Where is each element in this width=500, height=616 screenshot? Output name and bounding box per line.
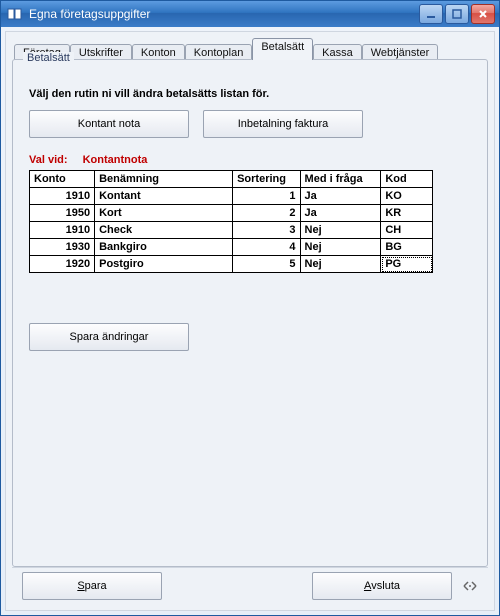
- kontant-nota-button[interactable]: Kontant nota: [29, 110, 189, 138]
- table-cell[interactable]: 3: [233, 222, 300, 239]
- close-button[interactable]: [471, 4, 495, 24]
- table-cell[interactable]: KR: [381, 205, 433, 222]
- table-cell[interactable]: Nej: [300, 222, 381, 239]
- table-row[interactable]: 1950Kort2JaKR: [30, 205, 433, 222]
- tab-strip: FöretagUtskrifterKontonKontoplanBetalsät…: [12, 38, 488, 60]
- routine-buttons: Kontant nota Inbetalning faktura: [29, 110, 471, 138]
- val-vid-row: Val vid: Kontantnota: [29, 154, 471, 166]
- bottom-bar: Spara Avsluta: [12, 567, 488, 604]
- table-row[interactable]: 1910Check3NejCH: [30, 222, 433, 239]
- app-icon: [7, 6, 23, 22]
- table-cell[interactable]: Check: [95, 222, 233, 239]
- save-changes-row: Spara ändringar: [29, 323, 471, 351]
- table-row[interactable]: 1930Bankgiro4NejBG: [30, 239, 433, 256]
- table-row[interactable]: 1920Postgiro5NejPG: [30, 256, 433, 273]
- table-cell[interactable]: 1910: [30, 188, 95, 205]
- table-cell[interactable]: Postgiro: [95, 256, 233, 273]
- table-body: 1910Kontant1JaKO1950Kort2JaKR1910Check3N…: [30, 188, 433, 273]
- val-vid-label: Val vid:: [29, 154, 68, 166]
- titlebar: Egna företagsuppgifter: [1, 1, 499, 27]
- table-header-cell[interactable]: Sortering: [233, 171, 300, 188]
- instruction-text: Välj den rutin ni vill ändra betalsätts …: [29, 88, 471, 100]
- table-cell[interactable]: KO: [381, 188, 433, 205]
- table-cell[interactable]: 2: [233, 205, 300, 222]
- table-cell[interactable]: Bankgiro: [95, 239, 233, 256]
- group-legend: Betalsätt: [23, 52, 74, 64]
- resize-grip[interactable]: [462, 578, 478, 594]
- table-header-cell[interactable]: Benämning: [95, 171, 233, 188]
- minimize-button[interactable]: [419, 4, 443, 24]
- groupbox-betalsatt: Betalsätt Välj den rutin ni vill ändra b…: [12, 59, 488, 567]
- save-button-rest: para: [85, 580, 107, 592]
- table-cell[interactable]: 4: [233, 239, 300, 256]
- window-buttons: [419, 4, 495, 24]
- table-cell[interactable]: 5: [233, 256, 300, 273]
- maximize-button[interactable]: [445, 4, 469, 24]
- table-cell[interactable]: 1910: [30, 222, 95, 239]
- table-cell[interactable]: 1920: [30, 256, 95, 273]
- table-header-row: KontoBenämningSorteringMed i frågaKod: [30, 171, 433, 188]
- table-cell[interactable]: PG: [381, 256, 433, 273]
- client-area: FöretagUtskrifterKontonKontoplanBetalsät…: [5, 31, 495, 611]
- window: Egna företagsuppgifter FöretagUtskrifter…: [0, 0, 500, 616]
- table-header-cell[interactable]: Konto: [30, 171, 95, 188]
- table-cell[interactable]: Ja: [300, 205, 381, 222]
- window-title: Egna företagsuppgifter: [29, 7, 419, 21]
- close-button-bottom[interactable]: Avsluta: [312, 572, 452, 600]
- table-cell[interactable]: Kort: [95, 205, 233, 222]
- table-cell[interactable]: CH: [381, 222, 433, 239]
- table-header-cell[interactable]: Med i fråga: [300, 171, 381, 188]
- table-cell[interactable]: 1950: [30, 205, 95, 222]
- table-row[interactable]: 1910Kontant1JaKO: [30, 188, 433, 205]
- save-changes-button[interactable]: Spara ändringar: [29, 323, 189, 351]
- close-button-rest: vsluta: [371, 580, 400, 592]
- table-header-cell[interactable]: Kod: [381, 171, 433, 188]
- table-cell[interactable]: Kontant: [95, 188, 233, 205]
- table-cell[interactable]: 1: [233, 188, 300, 205]
- save-button[interactable]: Spara: [22, 572, 162, 600]
- val-vid-value: Kontantnota: [83, 154, 148, 166]
- table-cell[interactable]: Nej: [300, 239, 381, 256]
- betalsatt-table[interactable]: KontoBenämningSorteringMed i frågaKod 19…: [29, 170, 433, 273]
- inbetalning-faktura-button[interactable]: Inbetalning faktura: [203, 110, 363, 138]
- table-cell[interactable]: 1930: [30, 239, 95, 256]
- table-cell[interactable]: Ja: [300, 188, 381, 205]
- table-cell[interactable]: BG: [381, 239, 433, 256]
- table-cell[interactable]: Nej: [300, 256, 381, 273]
- tab-betalsätt[interactable]: Betalsätt: [252, 38, 313, 60]
